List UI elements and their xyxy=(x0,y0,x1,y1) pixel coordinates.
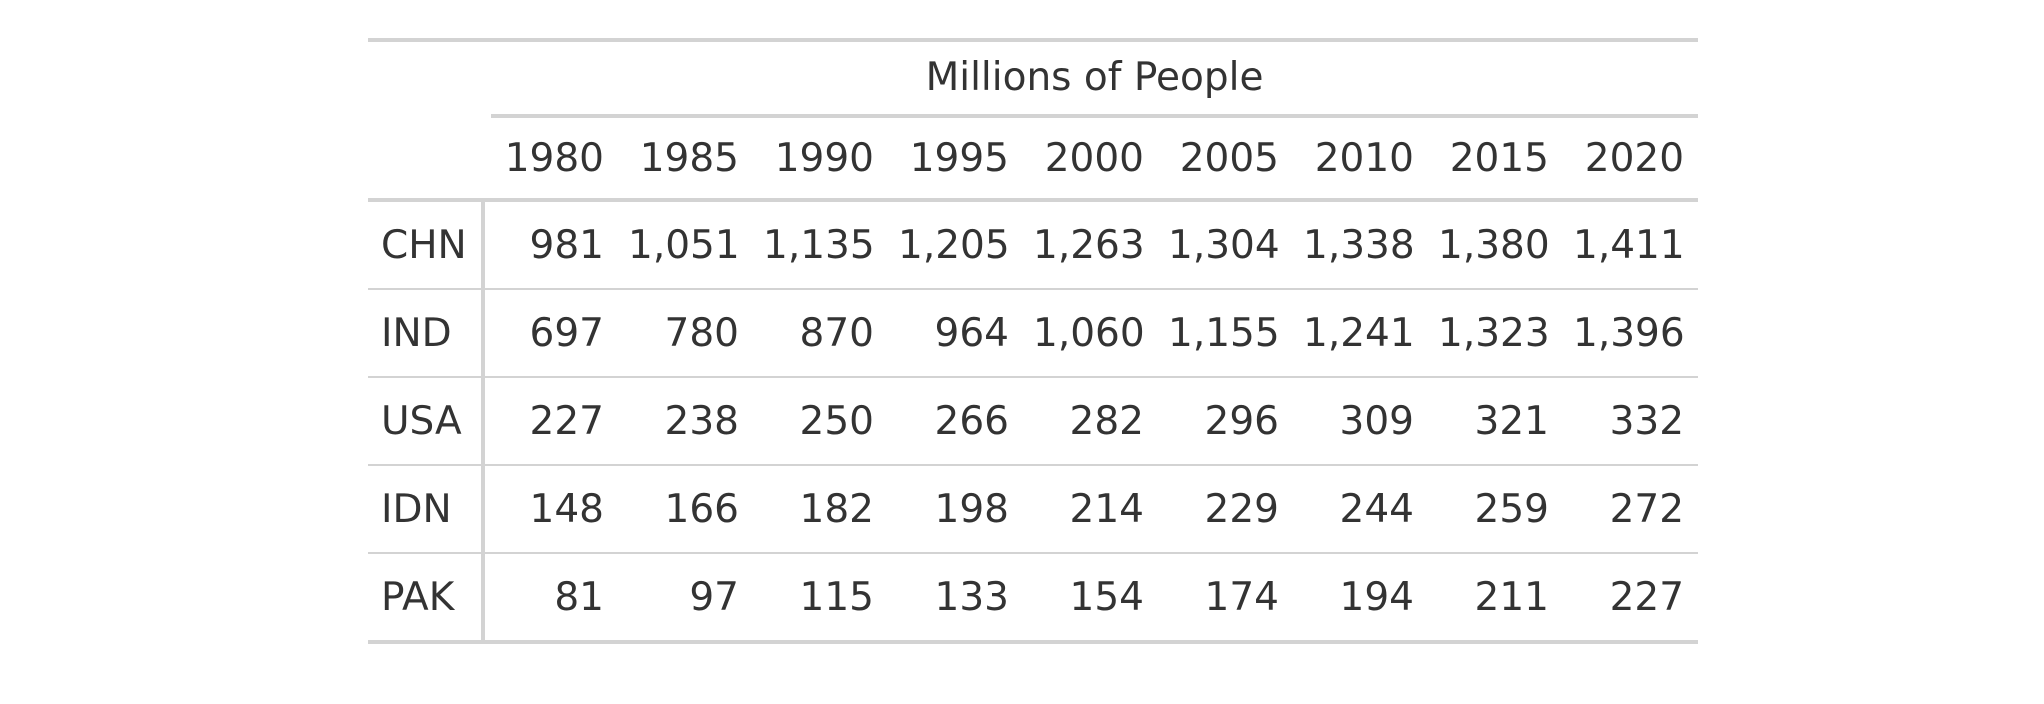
column-header-row: 1980 1985 1990 1995 2000 2005 2010 2015 … xyxy=(368,118,1699,202)
table-cell: 272 xyxy=(1563,464,1699,553)
table-cell: 1,323 xyxy=(1428,288,1563,377)
table-cell: 1,135 xyxy=(763,222,875,268)
table-cell: 148 xyxy=(483,464,618,553)
table-cell: 182 xyxy=(753,464,888,553)
table-cell: 321 xyxy=(1428,376,1563,465)
column-header: 1985 xyxy=(618,118,753,202)
table-cell: 97 xyxy=(618,552,753,642)
table-row: PAK 81 97 115 133 154 174 194 211 227 xyxy=(368,552,1699,642)
table-cell: 296 xyxy=(1158,376,1293,465)
column-header: 2010 xyxy=(1293,118,1428,202)
table-row: USA 227 238 250 266 282 296 309 321 332 xyxy=(368,376,1699,465)
row-label: IDN xyxy=(368,464,485,553)
row-label: CHN xyxy=(368,200,485,289)
column-header: 2020 xyxy=(1563,118,1699,202)
row-label: PAK xyxy=(368,552,485,642)
table-cell: 166 xyxy=(618,464,753,553)
spanner-stub-cell xyxy=(368,40,483,118)
table-cell: 174 xyxy=(1158,552,1293,642)
table-cell: 266 xyxy=(888,376,1023,465)
table-cell: 1,396 xyxy=(1563,288,1699,377)
table-cell: 1,205 xyxy=(898,222,1010,268)
table-cell: 81 xyxy=(483,552,618,642)
population-table: Millions of People 1980 1985 1990 1995 2… xyxy=(368,38,1699,644)
column-header: 1995 xyxy=(888,118,1023,202)
table-cell: 250 xyxy=(753,376,888,465)
table-cell: 870 xyxy=(753,288,888,377)
table-cell: 238 xyxy=(618,376,753,465)
table-cell: 115 xyxy=(753,552,888,642)
table-cell: 1,051 xyxy=(628,222,740,268)
table-cell: 1,263 xyxy=(1033,222,1145,268)
table-cell: 1,060 xyxy=(1023,288,1158,377)
table-cell: 1,241 xyxy=(1293,288,1428,377)
table-cell: 780 xyxy=(618,288,753,377)
column-header: 2000 xyxy=(1023,118,1158,202)
table-cell: 1,380 xyxy=(1438,222,1550,268)
table-cell: 229 xyxy=(1158,464,1293,553)
table-cell: 981 xyxy=(529,222,604,268)
column-header: 2015 xyxy=(1428,118,1563,202)
column-header: 1980 xyxy=(483,118,618,202)
row-label: IND xyxy=(368,288,485,377)
stub-header-cell xyxy=(368,118,483,202)
table-cell: 697 xyxy=(483,288,618,377)
table-cell: 227 xyxy=(483,376,618,465)
table-cell: 194 xyxy=(1293,552,1428,642)
table-row: IND 697 780 870 964 1,060 1,155 1,241 1,323 1,396 xyxy=(368,288,1699,377)
table-cell: 259 xyxy=(1428,464,1563,553)
table-cell: 154 xyxy=(1023,552,1158,642)
table-cell: 244 xyxy=(1293,464,1428,553)
table-cell: 1,411 xyxy=(1573,222,1685,268)
spanner-label: Millions of People xyxy=(491,42,1699,118)
table-cell: 198 xyxy=(888,464,1023,553)
table-cell: 282 xyxy=(1023,376,1158,465)
table-cell: 964 xyxy=(888,288,1023,377)
table-cell: 1,338 xyxy=(1303,222,1415,268)
table-body: CHN 981 1,051 1,135 1,205 1,263 1,304 1,338 1,38… xyxy=(368,200,1699,642)
table-cell: 214 xyxy=(1023,464,1158,553)
column-header: 1990 xyxy=(753,118,888,202)
column-spanner: Millions of People xyxy=(483,40,1699,118)
population-table-container: Millions of People 1980 1985 1990 1995 2… xyxy=(368,38,1699,644)
table-row: CHN 981 1,051 1,135 1,205 1,263 1,304 1,338 1,38… xyxy=(368,200,1698,289)
row-label: USA xyxy=(368,376,485,465)
table-cell: 1,155 xyxy=(1158,288,1293,377)
spanner-row: Millions of People xyxy=(368,40,1699,118)
table-cell: 133 xyxy=(888,552,1023,642)
table-cell: 211 xyxy=(1428,552,1563,642)
table-row: IDN 148 166 182 198 214 229 244 259 272 xyxy=(368,464,1699,553)
table-cell: 1,304 xyxy=(1168,222,1280,268)
table-cell: 227 xyxy=(1563,552,1699,642)
table-cell: 332 xyxy=(1563,376,1699,465)
table-cell: 309 xyxy=(1293,376,1428,465)
column-header: 2005 xyxy=(1158,118,1293,202)
